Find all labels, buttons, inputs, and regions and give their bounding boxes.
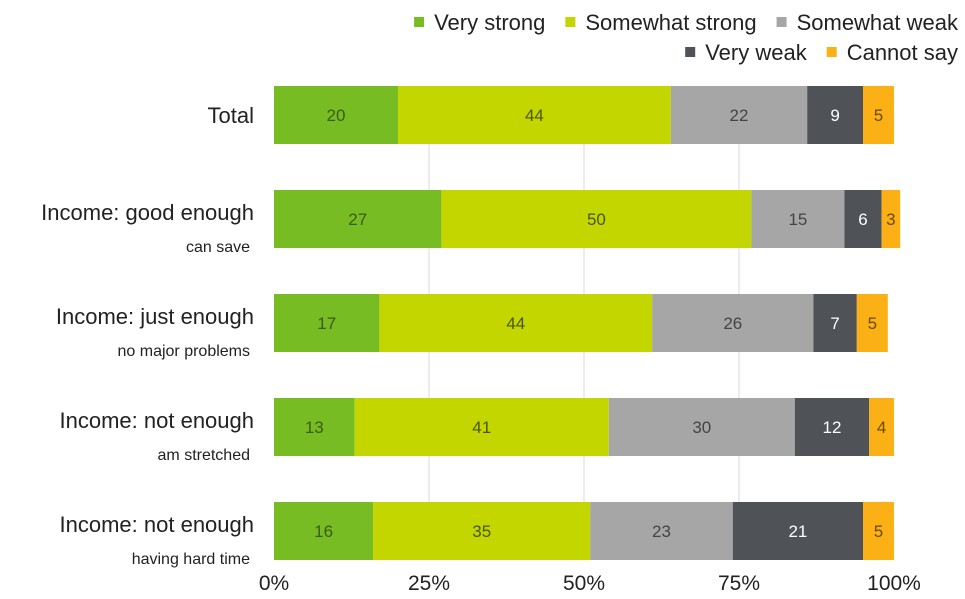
legend-row: Very strong Somewhat strong Somewhat weak — [414, 10, 959, 35]
data-label: 21 — [788, 522, 807, 541]
bar-segment — [652, 294, 814, 352]
data-label: 3 — [886, 210, 895, 229]
data-label: 35 — [472, 522, 491, 541]
data-label: 5 — [874, 106, 883, 125]
bar-segment — [379, 294, 653, 352]
data-label: 23 — [652, 522, 671, 541]
bar-segment — [794, 398, 870, 456]
data-label: 7 — [830, 314, 839, 333]
data-label: 30 — [692, 418, 711, 437]
data-label: 4 — [877, 418, 886, 437]
bar-segment — [274, 190, 442, 248]
category-labels: Total Income: good enough can save Income: … — [41, 103, 254, 568]
data-label: 6 — [858, 210, 867, 229]
bar-segment — [732, 502, 863, 560]
legend-item: Somewhat strong — [565, 10, 757, 35]
category-sublabel: no major problems — [118, 343, 251, 360]
x-tick-label: 100% — [867, 572, 921, 594]
bar-segment — [869, 398, 894, 456]
data-label: 5 — [868, 314, 877, 333]
legend-label: Cannot say — [847, 40, 958, 65]
bar-segment — [881, 190, 901, 248]
category-label: Income: just enough — [56, 304, 254, 329]
bar-segment — [274, 294, 380, 352]
data-label: 13 — [305, 418, 324, 437]
data-label: 50 — [587, 210, 606, 229]
bar-segment — [670, 86, 808, 144]
data-label: 41 — [472, 418, 491, 437]
x-tick-label: 50% — [563, 572, 605, 594]
category-sublabel: am stretched — [158, 447, 250, 464]
data-label: 44 — [525, 106, 544, 125]
bar-segment — [373, 502, 591, 560]
bar-segment — [863, 502, 894, 560]
legend-item: Very weak — [685, 40, 808, 65]
category-sublabel: can save — [186, 239, 250, 256]
data-label: 16 — [314, 522, 333, 541]
legend-item: Very strong — [414, 10, 545, 35]
bar-segment — [863, 86, 894, 144]
bar-segment — [590, 502, 733, 560]
data-label: 20 — [327, 106, 346, 125]
legend-swatch — [565, 17, 576, 27]
data-label: 9 — [830, 106, 839, 125]
bar-segment — [856, 294, 888, 352]
bar-segment — [274, 86, 398, 144]
legend-label: Somewhat weak — [797, 10, 959, 35]
legend-item: Cannot say — [826, 40, 958, 65]
bar-segment — [354, 398, 609, 456]
x-tick-label: 75% — [718, 572, 760, 594]
category-sublabel: having hard time — [132, 551, 250, 568]
legend: Very strong Somewhat strong Somewhat weakV… — [414, 10, 959, 65]
data-label: 26 — [723, 314, 742, 333]
x-tick-label: 0% — [259, 572, 289, 594]
bar-segment — [441, 190, 752, 248]
bar-segment — [608, 398, 795, 456]
data-label: 17 — [317, 314, 336, 333]
data-label: 5 — [874, 522, 883, 541]
bars: 20 44 22 9 5 27 50 15 6 3 17 44 26 7 5 13 41 30 12 4 16 35 23 2… — [274, 86, 901, 560]
x-tick-label: 25% — [408, 572, 450, 594]
category-label: Total — [208, 103, 254, 128]
data-label: 22 — [730, 106, 749, 125]
bar-segment — [844, 190, 882, 248]
bar-segment — [274, 398, 355, 456]
legend-label: Very strong — [434, 10, 545, 35]
bar-segment — [813, 294, 857, 352]
data-label: 27 — [348, 210, 367, 229]
category-label: Income: not enough — [60, 408, 254, 433]
bar-segment — [274, 502, 374, 560]
data-label: 15 — [788, 210, 807, 229]
legend-item: Somewhat weak — [776, 10, 959, 35]
legend-swatch — [685, 47, 696, 57]
bar-segment — [398, 86, 671, 144]
x-axis-ticks: 0% 25% 50% 75% 100% — [259, 572, 921, 595]
legend-label: Somewhat strong — [585, 10, 756, 35]
category-label: Income: good enough — [41, 200, 254, 225]
legend-swatch — [826, 47, 837, 57]
data-label: 12 — [823, 418, 842, 437]
legend-swatch — [776, 17, 787, 27]
bar-segment — [751, 190, 845, 248]
bar-segment — [807, 86, 863, 144]
data-label: 44 — [506, 314, 525, 333]
category-label: Income: not enough — [60, 512, 254, 537]
legend-label: Very weak — [705, 40, 807, 65]
legend-swatch — [414, 17, 425, 27]
legend-row: Very weak Cannot say — [685, 40, 958, 65]
